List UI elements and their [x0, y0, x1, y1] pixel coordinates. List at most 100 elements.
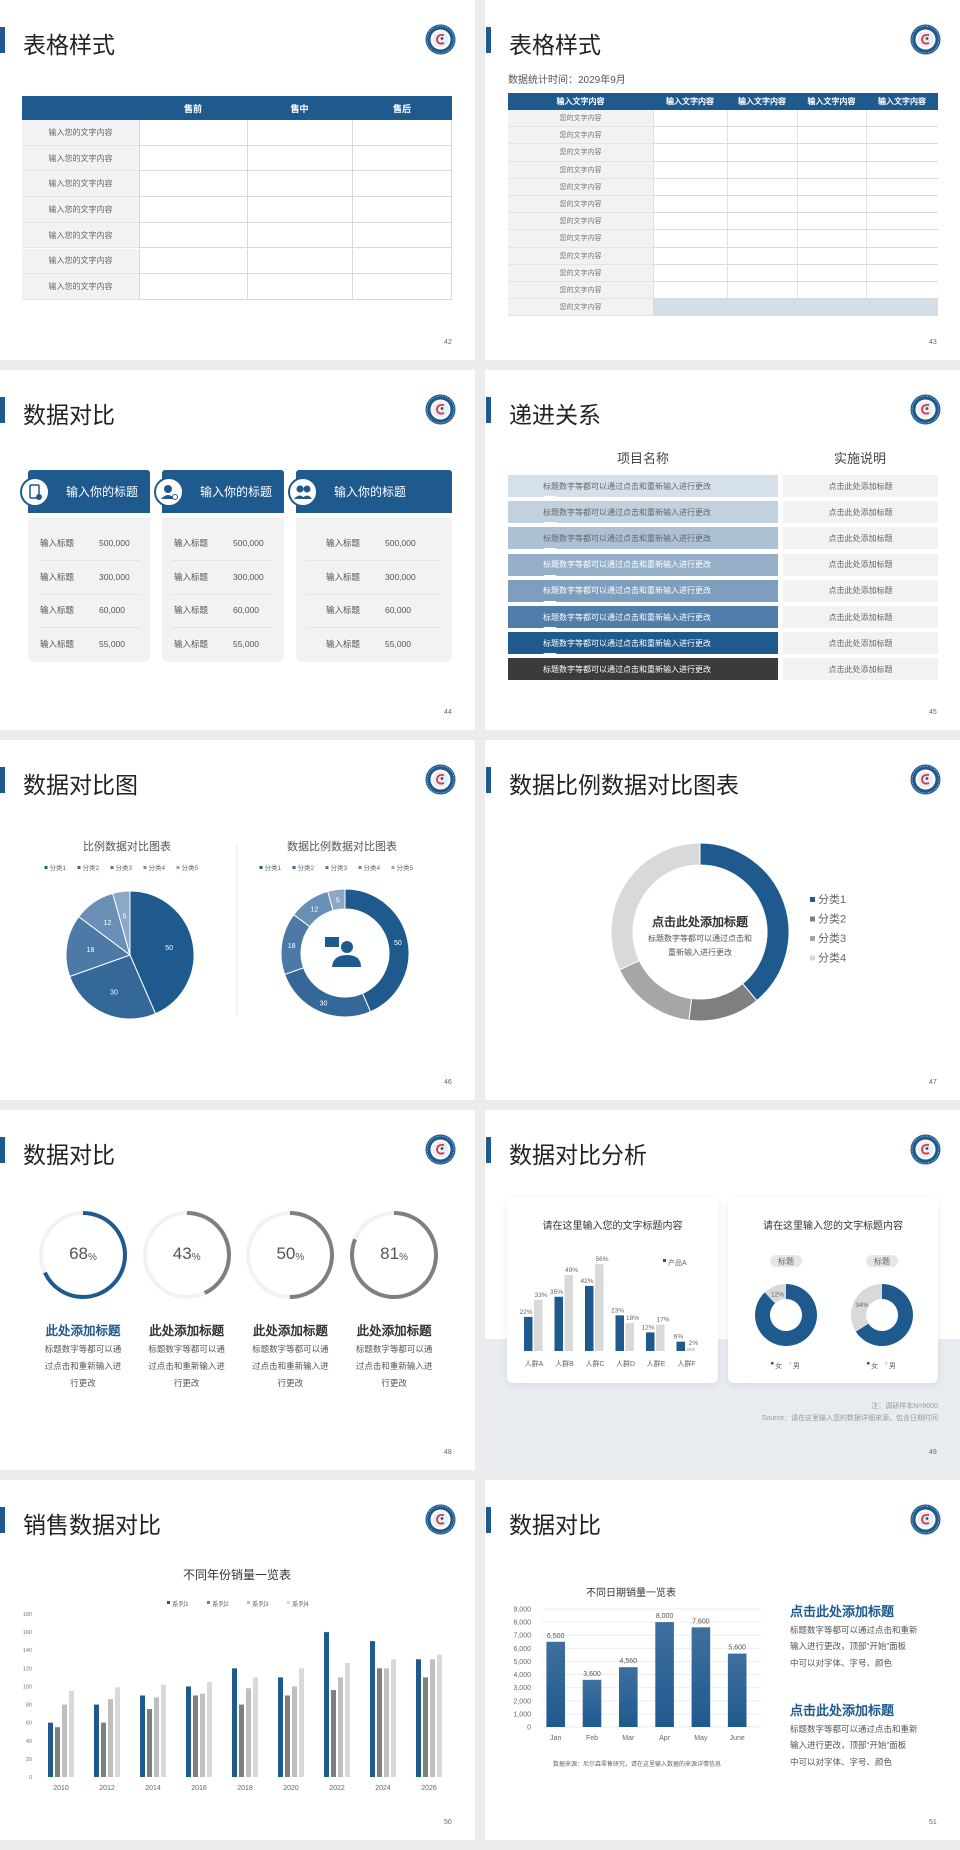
- step-note[interactable]: 点击此处添加标题: [783, 606, 938, 628]
- table-cell[interactable]: [139, 145, 247, 172]
- table-header-cell: 输入文字内容: [727, 93, 797, 110]
- table-cell[interactable]: [352, 248, 452, 275]
- table-cell[interactable]: [797, 230, 866, 248]
- bar: [207, 1681, 212, 1777]
- step-note[interactable]: 点击此处添加标题: [783, 501, 938, 524]
- step-note[interactable]: 点击此处添加标题: [783, 579, 938, 602]
- table-cell[interactable]: [727, 161, 797, 179]
- data-label: 22%: [519, 1309, 532, 1316]
- table-cell[interactable]: [727, 282, 797, 300]
- progression-step[interactable]: 标题数字等都可以通过点击和重新输入进行更改: [508, 658, 778, 681]
- table-cell[interactable]: [727, 230, 797, 248]
- chart-title: 数据比例数据对比图表: [287, 839, 397, 853]
- table-cell[interactable]: [866, 127, 938, 145]
- table-cell[interactable]: [352, 145, 452, 172]
- table-cell[interactable]: [247, 197, 352, 223]
- donut-chart-card: [728, 1198, 938, 1383]
- item-description: 过点击和重新输入进: [355, 1360, 433, 1371]
- card-body: [162, 518, 284, 662]
- table-cell[interactable]: [247, 274, 352, 300]
- table-cell[interactable]: [139, 222, 247, 249]
- table-cell[interactable]: [653, 213, 727, 231]
- legend-swatch: [259, 866, 263, 869]
- table-cell[interactable]: [727, 213, 797, 231]
- table-cell[interactable]: [727, 264, 797, 282]
- table-cell[interactable]: [139, 171, 247, 198]
- table-cell[interactable]: [653, 264, 727, 282]
- table-row-label: 输入您的文字内容: [22, 274, 139, 300]
- table-cell[interactable]: [797, 127, 866, 145]
- table-cell[interactable]: [866, 264, 938, 282]
- table-cell[interactable]: [653, 230, 727, 248]
- slide-48: 数据对比 68% 此处添加标题 标题数字等都可以通 过点击和重新输入进 行更改 43% 此处…: [0, 1110, 475, 1470]
- progression-step[interactable]: 标题数字等都可以通过点击和重新输入进行更改: [508, 579, 778, 602]
- table-cell[interactable]: [727, 247, 797, 265]
- table-cell[interactable]: [727, 196, 797, 214]
- table-cell[interactable]: [866, 161, 938, 179]
- percentage-ring: [349, 1210, 439, 1300]
- table-cell[interactable]: [247, 120, 352, 146]
- table-cell[interactable]: [797, 110, 866, 128]
- table-cell[interactable]: [139, 274, 247, 300]
- table-cell[interactable]: [653, 110, 727, 128]
- table-cell[interactable]: [653, 161, 727, 179]
- table-cell[interactable]: [797, 282, 866, 300]
- progression-step[interactable]: 标题数字等都可以通过点击和重新输入进行更改: [508, 606, 778, 628]
- table-cell[interactable]: [866, 178, 938, 196]
- table-cell[interactable]: [866, 282, 938, 300]
- table-cell[interactable]: [797, 247, 866, 265]
- table-cell[interactable]: [727, 127, 797, 145]
- table-cell[interactable]: [352, 197, 452, 223]
- table-cell[interactable]: [352, 171, 452, 198]
- step-note[interactable]: 点击此处添加标题: [783, 527, 938, 550]
- table-cell[interactable]: [727, 178, 797, 196]
- table-cell[interactable]: [247, 248, 352, 275]
- progression-step[interactable]: 标题数字等都可以通过点击和重新输入进行更改: [508, 553, 778, 576]
- table-cell[interactable]: [653, 144, 727, 162]
- table-cell[interactable]: [797, 196, 866, 214]
- title-accent-bar: [486, 767, 491, 793]
- table-cell[interactable]: [247, 222, 352, 249]
- table-cell[interactable]: [866, 196, 938, 214]
- table-cell[interactable]: [352, 222, 452, 249]
- table-cell[interactable]: [797, 144, 866, 162]
- table-row-label: 输入您的文字内容: [22, 120, 139, 146]
- slide-title: 数据对比图: [23, 772, 138, 798]
- table-cell[interactable]: [797, 264, 866, 282]
- step-note[interactable]: 点击此处添加标题: [783, 553, 938, 576]
- table-cell[interactable]: [653, 196, 727, 214]
- table-cell[interactable]: [352, 120, 452, 146]
- table-cell[interactable]: [139, 197, 247, 223]
- step-note[interactable]: 点击此处添加标题: [783, 475, 938, 497]
- table-cell[interactable]: [653, 282, 727, 300]
- table-cell[interactable]: [727, 110, 797, 128]
- table-cell[interactable]: [866, 230, 938, 248]
- table-cell[interactable]: [866, 247, 938, 265]
- progression-step[interactable]: 标题数字等都可以通过点击和重新输入进行更改: [508, 501, 778, 524]
- table-cell[interactable]: [727, 144, 797, 162]
- table-cell[interactable]: [653, 247, 727, 265]
- x-tick-label: 2014: [145, 1785, 161, 1792]
- table-cell[interactable]: [247, 171, 352, 198]
- progression-step[interactable]: 标题数字等都可以通过点击和重新输入进行更改: [508, 632, 778, 655]
- table-cell[interactable]: [653, 127, 727, 145]
- step-note[interactable]: 点击此处添加标题: [783, 632, 938, 655]
- table-cell[interactable]: [866, 213, 938, 231]
- table-cell[interactable]: [797, 213, 866, 231]
- table-cell[interactable]: [139, 120, 247, 146]
- bar: [161, 1684, 166, 1777]
- table-cell[interactable]: [797, 178, 866, 196]
- bar: [108, 1699, 113, 1777]
- table-cell[interactable]: [797, 161, 866, 179]
- table-cell[interactable]: [139, 248, 247, 275]
- table-cell[interactable]: [866, 144, 938, 162]
- table-cell[interactable]: [247, 145, 352, 172]
- step-note[interactable]: 点击此处添加标题: [783, 658, 938, 681]
- step-arrow-icon: [543, 496, 557, 501]
- table-cell[interactable]: [653, 178, 727, 196]
- progression-step[interactable]: 标题数字等都可以通过点击和重新输入进行更改: [508, 475, 778, 497]
- table-cell[interactable]: [866, 110, 938, 128]
- progression-step[interactable]: 标题数字等都可以通过点击和重新输入进行更改: [508, 527, 778, 550]
- table-cell[interactable]: [352, 274, 452, 300]
